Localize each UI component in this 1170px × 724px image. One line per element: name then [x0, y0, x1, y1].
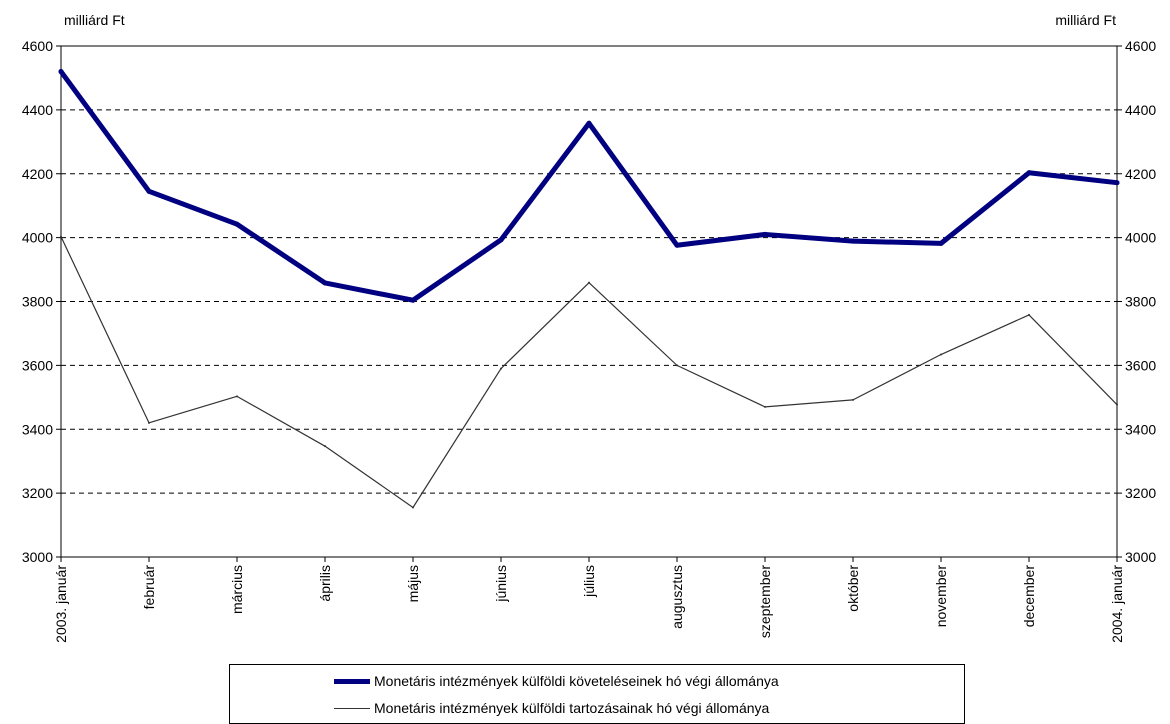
data-point [586, 120, 592, 126]
x-tick-label: augusztus [669, 565, 685, 629]
data-point [764, 405, 766, 408]
x-tick-label: február [141, 565, 157, 610]
x-tick-label: március [229, 565, 245, 614]
data-point [324, 445, 326, 448]
y-tick-label-left: 3400 [22, 421, 53, 437]
legend-item-liabilities: Monetáris intézmények külföldi tartozása… [334, 698, 769, 718]
y-tick-label-left: 3000 [22, 549, 53, 565]
series-line-1 [58, 69, 1120, 303]
data-point [60, 235, 62, 238]
y-tick-label-left: 3200 [22, 485, 53, 501]
data-point [410, 297, 416, 303]
x-tick-label: 2003. január [53, 565, 69, 643]
y-tick-label-right: 3000 [1125, 549, 1156, 565]
x-tick-label: december [1021, 565, 1037, 628]
data-point [938, 240, 944, 246]
data-point [148, 421, 150, 424]
legend: Monetáris intézmények külföldi követelés… [229, 664, 965, 724]
y-tick-label-left: 3600 [22, 357, 53, 373]
data-point [588, 281, 590, 284]
y-tick-label-left: 4200 [22, 166, 53, 182]
y-tick-label-right: 4000 [1125, 230, 1156, 246]
y-tick-label-right: 3600 [1125, 357, 1156, 373]
data-point [500, 367, 502, 370]
legend-label-claims: Monetáris intézmények külföldi követelés… [374, 673, 779, 689]
y-tick-label-left: 4400 [22, 102, 53, 118]
data-point [674, 242, 680, 248]
legend-label-liabilities: Monetáris intézmények külföldi tartozása… [374, 700, 770, 716]
y-tick-label-right: 4200 [1125, 166, 1156, 182]
data-point [236, 395, 238, 398]
y-tick-label-left: 4600 [22, 38, 53, 54]
x-tick-label: 2004. január [1109, 565, 1125, 643]
left-axis-unit: milliárd Ft [64, 12, 125, 28]
data-point [1028, 313, 1030, 316]
data-point [850, 238, 856, 244]
data-point [322, 280, 328, 286]
data-point [762, 231, 768, 237]
data-point [234, 221, 240, 227]
x-tick-label: április [317, 565, 333, 602]
data-point [146, 188, 152, 194]
data-point [1114, 180, 1120, 186]
x-tick-label: június [493, 565, 509, 603]
x-tick-label: május [405, 565, 421, 602]
data-point [412, 506, 414, 509]
y-tick-label-right: 3800 [1125, 294, 1156, 310]
x-tick-label: július [581, 565, 597, 598]
data-point [498, 237, 504, 243]
data-point [676, 364, 678, 367]
y-tick-label-left: 4000 [22, 230, 53, 246]
series-line-2 [60, 236, 1118, 509]
data-point [58, 69, 64, 75]
y-tick-label-left: 3800 [22, 294, 53, 310]
y-tick-label-right: 4400 [1125, 102, 1156, 118]
y-tick-label-right: 3400 [1125, 421, 1156, 437]
legend-swatch-liabilities [334, 707, 370, 709]
right-axis-unit: milliárd Ft [1055, 12, 1116, 28]
data-point [940, 353, 942, 356]
x-tick-label: november [933, 565, 949, 628]
data-point [1026, 170, 1032, 176]
x-tick-label: október [845, 565, 861, 612]
legend-swatch-claims [334, 678, 370, 684]
y-tick-label-right: 3200 [1125, 485, 1156, 501]
legend-item-claims: Monetáris intézmények külföldi követelés… [334, 671, 779, 691]
data-point [1116, 403, 1118, 406]
data-point [852, 398, 854, 401]
y-tick-label-right: 4600 [1125, 38, 1156, 54]
x-tick-label: szeptember [757, 565, 773, 638]
